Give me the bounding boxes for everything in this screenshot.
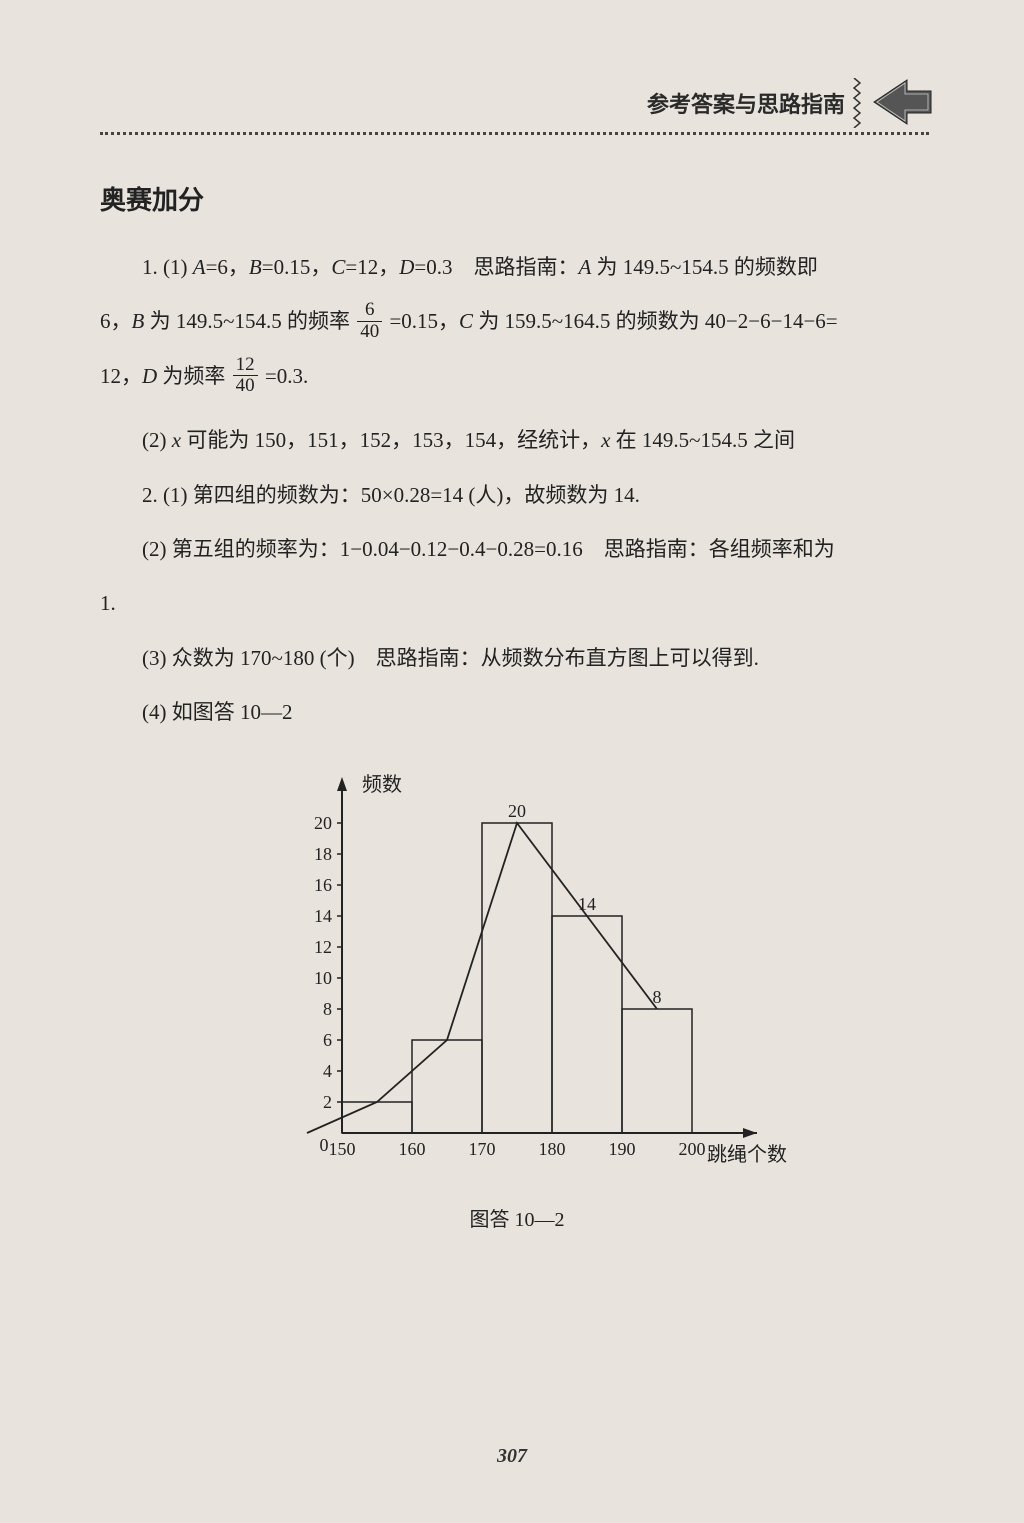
denominator: 40	[233, 376, 258, 397]
body-text: 1. (1) A=6，B=0.15，C=12，D=0.3 思路指南：A 为 14…	[100, 242, 934, 738]
paragraph-6: (2) 第五组的频率为：1−0.04−0.12−0.4−0.28=0.16 思路…	[100, 524, 934, 574]
paragraph-9: (4) 如图答 10—2	[100, 687, 934, 737]
paragraph-7: 1.	[100, 578, 934, 628]
svg-text:8: 8	[323, 999, 332, 1019]
numerator: 12	[233, 355, 258, 377]
text: =6，	[206, 255, 249, 279]
var-A: A	[578, 255, 591, 279]
paragraph-3: 12，D 为频率 1240 =0.3.	[100, 351, 934, 401]
text: 1. (1)	[142, 255, 193, 279]
figure-caption: 图答 10—2	[100, 1203, 934, 1232]
var-C: C	[459, 309, 473, 333]
zigzag-decoration	[853, 78, 861, 128]
text: 为频率	[157, 364, 231, 388]
arrow-icon	[869, 75, 934, 130]
divider-dotted	[100, 132, 929, 135]
text: 为 159.5~164.5 的频数为 40−2−6−14−6=	[473, 309, 838, 333]
var-B: B	[132, 309, 145, 333]
text: 为 149.5~154.5 的频率	[144, 309, 355, 333]
svg-text:14: 14	[578, 894, 596, 914]
svg-text:0: 0	[320, 1135, 329, 1155]
svg-text:跳绳个数(个): 跳绳个数(个)	[707, 1143, 787, 1166]
svg-text:频数: 频数	[362, 773, 402, 796]
text: 可能为 150，151，152，153，154，经统计，	[181, 428, 601, 452]
svg-text:18: 18	[314, 844, 332, 864]
svg-text:20: 20	[314, 813, 332, 833]
header-title: 参考答案与思路指南	[647, 87, 845, 119]
text: 12，	[100, 364, 142, 388]
svg-text:4: 4	[323, 1061, 332, 1081]
var-B: B	[249, 255, 262, 279]
section-heading: 奥赛加分	[100, 180, 934, 217]
text: 6，	[100, 309, 132, 333]
paragraph-1: 1. (1) A=6，B=0.15，C=12，D=0.3 思路指南：A 为 14…	[100, 242, 934, 292]
svg-text:10: 10	[314, 968, 332, 988]
fraction-2: 1240	[233, 355, 258, 398]
page-number: 307	[0, 1445, 1024, 1468]
svg-text:8: 8	[653, 987, 662, 1007]
var-A: A	[193, 255, 206, 279]
var-D: D	[142, 364, 157, 388]
paragraph-4: (2) x 可能为 150，151，152，153，154，经统计，x 在 14…	[100, 415, 934, 465]
svg-text:150: 150	[329, 1139, 356, 1159]
var-x: x	[172, 428, 181, 452]
svg-text:200: 200	[679, 1139, 706, 1159]
text: 为 149.5~154.5 的频数即	[591, 255, 818, 279]
chart-container: 频数跳绳个数(个) 0 2 4 6 8 10 12 14 16 18 20 150 160 170 180 19…	[100, 763, 934, 1183]
svg-text:180: 180	[539, 1139, 566, 1159]
paragraph-8: (3) 众数为 170~180 (个) 思路指南：从频数分布直方图上可以得到.	[100, 633, 934, 683]
text: =0.3.	[260, 364, 309, 388]
var-x: x	[601, 428, 610, 452]
text: =12，	[345, 255, 399, 279]
histogram-chart: 频数跳绳个数(个) 0 2 4 6 8 10 12 14 16 18 20 150 160 170 180 19…	[247, 763, 787, 1183]
svg-text:170: 170	[469, 1139, 496, 1159]
text: (2)	[142, 428, 172, 452]
svg-text:160: 160	[399, 1139, 426, 1159]
svg-text:16: 16	[314, 875, 332, 895]
header-block: 参考答案与思路指南	[647, 75, 934, 130]
paragraph-2: 6，B 为 149.5~154.5 的频率 640 =0.15，C 为 159.…	[100, 296, 934, 346]
svg-text:14: 14	[314, 906, 332, 926]
fraction-1: 640	[357, 300, 382, 343]
text: =0.15，	[262, 255, 332, 279]
svg-text:6: 6	[323, 1030, 332, 1050]
var-C: C	[331, 255, 345, 279]
text: =0.3 思路指南：	[414, 255, 578, 279]
var-D: D	[399, 255, 414, 279]
paragraph-5: 2. (1) 第四组的频数为：50×0.28=14 (人)，故频数为 14.	[100, 470, 934, 520]
svg-text:20: 20	[508, 801, 526, 821]
text: 在 149.5~154.5 之间	[610, 428, 795, 452]
text: =0.15，	[384, 309, 459, 333]
denominator: 40	[357, 322, 382, 343]
page-container: 参考答案与思路指南 奥赛加分 1. (1) A=6，B=0.15，C=12，D=…	[0, 0, 1024, 1523]
svg-text:12: 12	[314, 937, 332, 957]
svg-text:2: 2	[323, 1092, 332, 1112]
numerator: 6	[357, 300, 382, 322]
svg-text:190: 190	[609, 1139, 636, 1159]
